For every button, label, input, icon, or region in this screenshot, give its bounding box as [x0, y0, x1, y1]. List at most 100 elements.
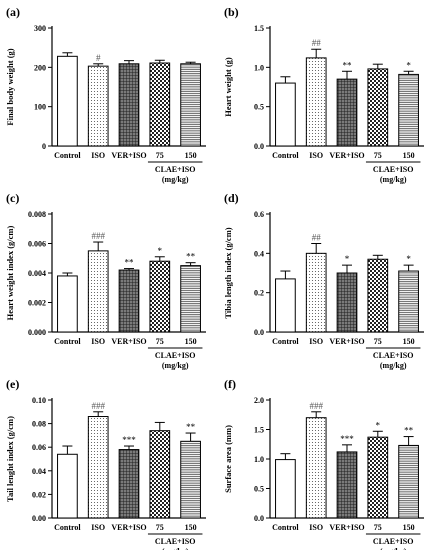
- x-tick-label: 75: [374, 151, 382, 160]
- y-tick-label: 0.006: [28, 240, 46, 249]
- group-unit-label: (mg/kg): [380, 547, 407, 550]
- bar-75: [367, 68, 389, 147]
- group-label: CLAE+ISO: [373, 537, 414, 546]
- bar-ver-iso: [336, 451, 358, 519]
- x-tick-label: ISO: [91, 337, 105, 346]
- x-tick-label: ISO: [91, 151, 105, 160]
- y-tick-label: 2.0: [254, 396, 264, 405]
- bar-75: [149, 62, 171, 147]
- x-tick-label: ISO: [309, 337, 323, 346]
- x-tick-label: 75: [374, 523, 382, 532]
- y-tick-label: 1.5: [254, 24, 264, 33]
- x-tick-label: 75: [374, 337, 382, 346]
- y-tick-label: 0.6: [254, 210, 264, 219]
- y-tick-label: 100: [34, 103, 46, 112]
- bar-iso: [305, 417, 327, 519]
- panel-letter: (f): [224, 377, 236, 391]
- chart-panel-b: (b) Heart weight (g) 0.0 0.5 1.0 1.5 Control ##…: [223, 5, 424, 184]
- bar-150: [398, 444, 419, 519]
- x-tick-label: Control: [54, 523, 81, 532]
- x-tick-label: Control: [272, 523, 299, 532]
- significance-marker: **: [404, 426, 414, 436]
- significance-marker: *: [376, 420, 381, 430]
- x-tick-label: 75: [156, 337, 164, 346]
- x-tick-label: VER+ISO: [111, 151, 146, 160]
- x-tick-label: ISO: [309, 151, 323, 160]
- bar-150: [180, 63, 201, 147]
- bar-iso: [87, 65, 109, 147]
- y-axis-label: Heart weight index (g/cm): [5, 226, 15, 321]
- bar-control: [275, 82, 296, 147]
- chart-panel-a: (a) Final body weight (g) 0 100 200 300 Contro…: [5, 5, 206, 184]
- y-tick-label: 1.0: [254, 63, 264, 72]
- y-tick-label: 0.06: [32, 443, 46, 452]
- x-tick-label: Control: [272, 337, 299, 346]
- group-unit-label: (mg/kg): [380, 175, 407, 184]
- y-tick-label: 0.2: [254, 289, 264, 298]
- bar-150: [398, 73, 419, 147]
- significance-marker: ###: [91, 231, 105, 241]
- bar-control: [57, 453, 78, 519]
- y-tick-label: 1.5: [254, 426, 264, 435]
- x-tick-label: ISO: [91, 523, 105, 532]
- x-tick-label: Control: [54, 151, 81, 160]
- y-tick-label: 0.0: [254, 514, 264, 523]
- panel-letter: (b): [224, 5, 239, 19]
- y-tick-label: 0.002: [28, 299, 46, 308]
- x-tick-label: VER+ISO: [329, 151, 364, 160]
- y-tick-label: 0.008: [28, 210, 46, 219]
- bar-ver-iso: [118, 269, 140, 333]
- y-axis-label: Tail lenght index (g/cm): [5, 416, 15, 502]
- chart-panel-e: (e) Tail lenght index (g/cm) 0.00 0.02 0.04 0…: [5, 377, 206, 550]
- y-tick-label: 0: [42, 142, 46, 151]
- group-label: CLAE+ISO: [155, 537, 196, 546]
- bar-75: [149, 260, 171, 333]
- bar-iso: [305, 252, 327, 333]
- bar-ver-iso: [118, 63, 140, 147]
- y-tick-label: 200: [34, 63, 46, 72]
- y-tick-label: 0.10: [32, 396, 46, 405]
- bar-150: [180, 440, 201, 519]
- x-tick-label: VER+ISO: [111, 523, 146, 532]
- group-label: CLAE+ISO: [155, 351, 196, 360]
- x-tick-label: VER+ISO: [329, 337, 364, 346]
- y-tick-label: 0.0: [254, 142, 264, 151]
- y-axis-label: Final body weight (g): [5, 48, 15, 125]
- bar-75: [367, 258, 389, 333]
- group-label: CLAE+ISO: [373, 165, 414, 174]
- bar-150: [180, 265, 201, 333]
- bar-ver-iso: [336, 272, 358, 333]
- group-unit-label: (mg/kg): [380, 361, 407, 370]
- group-label: CLAE+ISO: [155, 165, 196, 174]
- panel-letter: (c): [6, 191, 19, 205]
- group-unit-label: (mg/kg): [162, 547, 189, 550]
- bar-ver-iso: [118, 449, 140, 519]
- x-tick-label: 150: [403, 523, 415, 532]
- significance-marker: *: [406, 60, 411, 70]
- bar-control: [275, 459, 296, 519]
- bar-control: [57, 55, 78, 147]
- significance-marker: ***: [122, 435, 136, 445]
- x-tick-label: 150: [403, 151, 415, 160]
- significance-marker: #: [96, 53, 101, 63]
- group-unit-label: (mg/kg): [162, 175, 189, 184]
- x-tick-label: VER+ISO: [111, 337, 146, 346]
- panel-letter: (d): [224, 191, 239, 205]
- y-axis-label: Tibia length index (g/cm): [223, 227, 233, 318]
- x-tick-label: VER+ISO: [329, 523, 364, 532]
- panel-letter: (e): [6, 377, 19, 391]
- chart-panel-d: (d) Tibia length index (g/cm) 0.0 0.2 0.4 0.6…: [223, 191, 424, 370]
- bar-control: [275, 278, 296, 333]
- significance-marker: *: [158, 246, 163, 256]
- x-tick-label: 150: [185, 523, 197, 532]
- significance-marker: ##: [312, 38, 322, 48]
- bar-75: [367, 436, 389, 519]
- x-tick-label: Control: [54, 337, 81, 346]
- significance-marker: ###: [91, 401, 105, 411]
- significance-marker: *: [406, 254, 411, 264]
- y-axis-label: Surface area (mm): [223, 425, 233, 493]
- chart-panel-f: (f) Surface area (mm) 0.0 0.5 1.0 1.5 2.0 Contr…: [223, 377, 424, 550]
- panel-letter: (a): [6, 5, 20, 19]
- significance-marker: *: [345, 254, 350, 264]
